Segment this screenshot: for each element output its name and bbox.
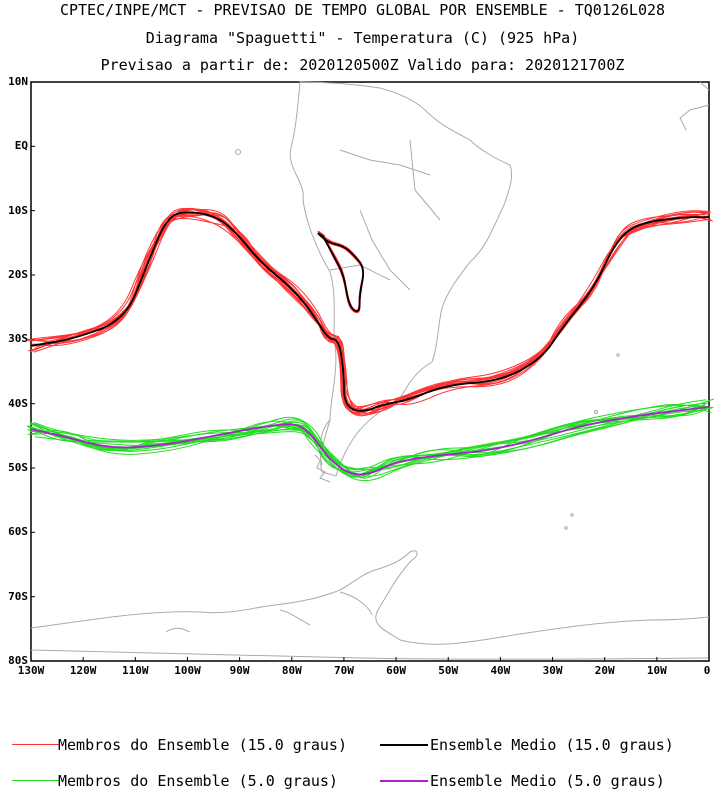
- lat-label: 80S: [8, 654, 28, 667]
- lon-label: 40W: [490, 664, 511, 677]
- green-member-contour: [29, 407, 710, 476]
- lon-label: 130W: [17, 664, 45, 677]
- purple-mean-contour: [30, 406, 710, 476]
- legend-black-mean: Ensemble Medio (15.0 graus): [430, 736, 674, 754]
- green-member-contour: [27, 399, 707, 478]
- lon-label: 20W: [594, 664, 615, 677]
- lat-label: 10N: [8, 75, 28, 88]
- lon-label: 50W: [438, 664, 459, 677]
- lon-label: 70W: [333, 664, 354, 677]
- green-member-contour: [33, 405, 706, 476]
- legend-green-members: Membros do Ensemble (5.0 graus): [58, 772, 338, 790]
- lat-label: EQ: [14, 139, 28, 153]
- lon-label: 0: [703, 664, 711, 677]
- lon-label: 60W: [386, 664, 406, 677]
- lon-label: 90W: [229, 664, 250, 677]
- lat-label: 10S: [8, 203, 28, 217]
- title-line-3: Previsao a partir de: 2020120500Z Valido…: [100, 56, 625, 74]
- green-member-contour: [34, 407, 713, 478]
- title-line-2: Diagrama "Spaguetti" - Temperatura (C) (…: [145, 29, 580, 47]
- map-frame: [30, 81, 710, 662]
- lat-label: 40S: [8, 396, 28, 410]
- coastlines: [30, 81, 710, 660]
- black-mean-andes-contour: [317, 232, 364, 313]
- legend-red-line: [12, 744, 60, 745]
- legend-purple-line: [380, 780, 428, 782]
- lon-label: 120W: [69, 664, 97, 677]
- title-line-1: CPTEC/INPE/MCT - PREVISAO DE TEMPO GLOBA…: [59, 1, 666, 19]
- legend-purple-mean: Ensemble Medio (5.0 graus): [430, 772, 665, 790]
- lat-label: 50S: [8, 461, 28, 474]
- lat-label: 30S: [8, 332, 28, 346]
- legend-red-members: Membros do Ensemble (15.0 graus): [58, 736, 347, 754]
- legend-black-line: [380, 744, 428, 746]
- lat-label: 20S: [8, 268, 28, 281]
- lon-label: 30W: [542, 664, 563, 677]
- black-mean-contour: [30, 211, 709, 412]
- lat-label: 60S: [8, 525, 28, 539]
- lon-label: 100W: [174, 664, 201, 677]
- ensemble-means: [30, 211, 710, 476]
- lon-label: 110W: [122, 664, 149, 677]
- lon-label: 80W: [281, 664, 302, 677]
- lon-label: 10W: [646, 664, 667, 677]
- lat-label: 70S: [8, 589, 28, 603]
- legend-green-line: [12, 780, 60, 781]
